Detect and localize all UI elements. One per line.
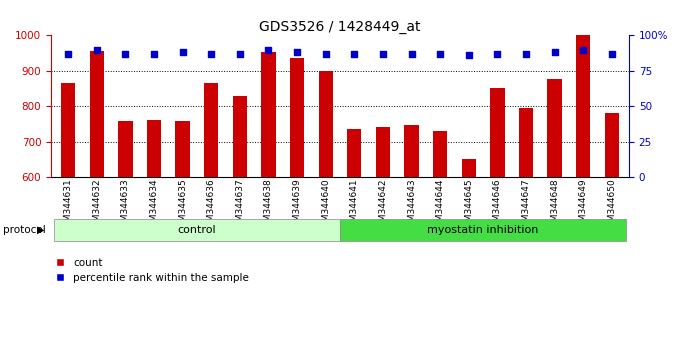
Bar — [147, 120, 161, 177]
Bar — [433, 131, 447, 177]
Point — [320, 51, 331, 57]
Bar — [118, 121, 133, 177]
Bar — [61, 83, 75, 177]
Point — [263, 47, 274, 52]
Title: GDS3526 / 1428449_at: GDS3526 / 1428449_at — [259, 21, 421, 34]
Bar — [405, 125, 419, 177]
Point — [377, 51, 388, 57]
Point — [91, 47, 102, 52]
Point — [206, 51, 217, 57]
Bar — [54, 219, 340, 241]
Text: myostatin inhibition: myostatin inhibition — [428, 225, 539, 235]
Point — [177, 50, 188, 55]
Point — [63, 51, 73, 57]
Bar — [519, 108, 533, 177]
Point — [521, 51, 532, 57]
Point — [235, 51, 245, 57]
Bar — [318, 71, 333, 177]
Text: protocol: protocol — [3, 225, 46, 235]
Point — [607, 51, 617, 57]
Bar — [204, 83, 218, 177]
Bar — [261, 52, 275, 177]
Point — [492, 51, 503, 57]
Point — [463, 52, 474, 58]
Bar — [376, 127, 390, 177]
Bar — [605, 113, 619, 177]
Point — [292, 50, 303, 55]
Point — [349, 51, 360, 57]
Point — [148, 51, 159, 57]
Point — [406, 51, 417, 57]
Text: control: control — [177, 225, 216, 235]
Bar — [576, 35, 590, 177]
Bar — [547, 79, 562, 177]
Bar — [290, 58, 304, 177]
Bar — [90, 51, 104, 177]
Bar — [340, 219, 626, 241]
Text: ▶: ▶ — [37, 225, 44, 235]
Bar — [347, 129, 362, 177]
Point — [549, 50, 560, 55]
Point — [435, 51, 445, 57]
Bar — [490, 88, 505, 177]
Bar — [175, 121, 190, 177]
Legend: count, percentile rank within the sample: count, percentile rank within the sample — [56, 258, 249, 283]
Point — [578, 47, 589, 52]
Point — [120, 51, 131, 57]
Bar — [233, 96, 247, 177]
Bar — [462, 159, 476, 177]
